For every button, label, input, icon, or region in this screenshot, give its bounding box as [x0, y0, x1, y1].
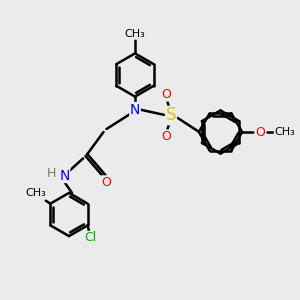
Text: N: N — [59, 169, 70, 182]
Text: CH₃: CH₃ — [26, 188, 46, 198]
Text: Cl: Cl — [85, 231, 97, 244]
Text: O: O — [162, 130, 171, 143]
Text: N: N — [130, 103, 140, 116]
Text: O: O — [101, 176, 111, 189]
Text: CH₃: CH₃ — [124, 29, 146, 39]
Text: H: H — [47, 167, 57, 180]
Text: O: O — [255, 125, 265, 139]
Text: O: O — [162, 88, 171, 101]
Text: CH₃: CH₃ — [274, 127, 295, 137]
Text: S: S — [166, 106, 176, 124]
